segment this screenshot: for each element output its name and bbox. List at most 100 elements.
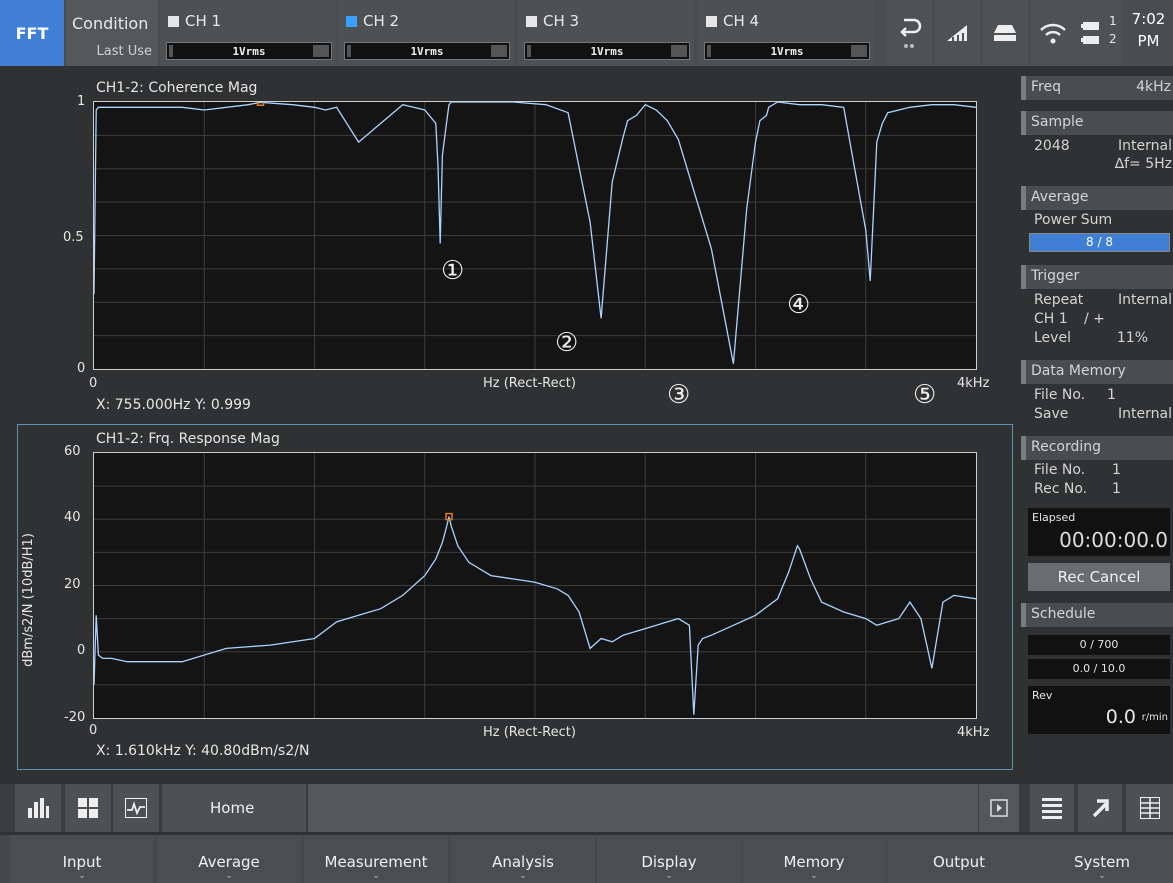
- rev-box: Rev 0.0 r/min: [1028, 686, 1170, 734]
- ch3-label: CH 3: [543, 12, 580, 30]
- datamem-save-row: Save Internal: [1034, 406, 1172, 422]
- waveform-icon[interactable]: [113, 784, 159, 832]
- battery-2-label: 2: [1109, 32, 1117, 46]
- table-icon[interactable]: [1126, 784, 1173, 832]
- play-icon[interactable]: [979, 784, 1019, 832]
- rec-cancel-button[interactable]: Rec Cancel: [1028, 563, 1170, 591]
- list-icon[interactable]: [1030, 784, 1074, 832]
- data-memory-label: Data Memory: [1031, 363, 1126, 379]
- average-section[interactable]: Average: [1021, 186, 1173, 210]
- schedule-label: Schedule: [1031, 606, 1096, 622]
- ch1-label: CH 1: [185, 12, 222, 30]
- trigger-level-label: Level: [1034, 330, 1071, 346]
- channel-ch1[interactable]: CH 1 1Vrms: [160, 0, 336, 66]
- plot1-ytick: 1: [77, 94, 86, 109]
- clock-ampm: PM: [1137, 32, 1160, 50]
- bar-chart-icon[interactable]: [15, 784, 61, 832]
- channel-ch2[interactable]: CH 2 1Vrms: [338, 0, 514, 66]
- menu-display[interactable]: Display ⌄: [597, 835, 741, 883]
- ch2-label: CH 2: [363, 12, 400, 30]
- schedule-section[interactable]: Schedule: [1021, 603, 1173, 627]
- menu-output[interactable]: Output: [887, 835, 1031, 883]
- datamem-save-label: Save: [1034, 406, 1069, 422]
- channel-ch3[interactable]: CH 3 1Vrms: [518, 0, 694, 66]
- ch4-color-swatch: [706, 15, 717, 27]
- rev-unit: r/min: [1141, 712, 1168, 723]
- arrow-up-right-icon[interactable]: [1078, 784, 1122, 832]
- average-progress-text: 8 / 8: [1086, 235, 1113, 249]
- plot1-xtick-end: 4kHz: [957, 376, 990, 391]
- battery-1-label: 1: [1109, 14, 1117, 28]
- coherence-plot-svg: [94, 102, 977, 369]
- rec-file: 1: [1112, 462, 1121, 478]
- condition-button[interactable]: Condition Last Use: [66, 0, 158, 66]
- menu-average[interactable]: Average ⌄: [157, 835, 301, 883]
- coherence-plot[interactable]: [93, 101, 977, 370]
- sample-row: 2048 Internal: [1034, 138, 1172, 154]
- plot2-y-axis-label-box: dBm/s2/N (10dB/H1): [17, 512, 41, 712]
- schedule-time: 0.0 / 10.0: [1028, 659, 1170, 679]
- datamem-file-row: File No. 1: [1034, 387, 1172, 403]
- average-label: Average: [1031, 189, 1089, 205]
- menu-system[interactable]: System ⌄: [1031, 835, 1173, 883]
- rec-no-label: Rec No.: [1034, 481, 1088, 497]
- drive-icon[interactable]: [982, 0, 1028, 66]
- home-tab[interactable]: Home: [162, 784, 306, 832]
- plot1-cursor-readout: X: 755.000Hz Y: 0.999: [96, 397, 251, 413]
- trigger-mode-row: Repeat Internal: [1034, 292, 1172, 308]
- recording-section[interactable]: Recording: [1021, 436, 1173, 460]
- battery-icon: 1 2: [1076, 0, 1122, 66]
- channel-ch4[interactable]: CH 4 1Vrms: [698, 0, 874, 66]
- menu-analysis[interactable]: Analysis ⌄: [451, 835, 595, 883]
- plot1-ytick: 0: [77, 361, 86, 376]
- menu-measurement[interactable]: Measurement ⌄: [304, 835, 448, 883]
- grid-layout-icon[interactable]: [65, 784, 111, 832]
- freq-value: 4kHz: [1136, 79, 1171, 95]
- series-line: [94, 516, 977, 715]
- average-progress-bar: 8 / 8: [1029, 233, 1170, 252]
- trigger-slope: / +: [1084, 311, 1105, 327]
- cursor-marker[interactable]: [445, 512, 453, 521]
- wifi-icon: [1030, 0, 1076, 66]
- return-icon[interactable]: [886, 0, 932, 66]
- ch3-range: 1Vrms: [524, 42, 690, 60]
- plot2-xtick-end: 4kHz: [957, 725, 990, 740]
- menu-memory[interactable]: Memory ⌄: [742, 835, 886, 883]
- ch1-color-swatch: [168, 15, 179, 27]
- fft-mode-button[interactable]: FFT: [0, 0, 64, 66]
- trigger-level: 11%: [1116, 330, 1148, 346]
- freq-section[interactable]: Freq 4kHz: [1021, 76, 1173, 100]
- frequency-response-panel[interactable]: [17, 424, 1013, 770]
- marker-2: ②: [555, 328, 579, 358]
- plot2-y-axis-label: dBm/s2/N (10dB/H1): [21, 533, 36, 667]
- rec-file-row: File No. 1: [1034, 462, 1172, 478]
- average-progress-fill: [1030, 234, 1169, 251]
- menu-input[interactable]: Input ⌄: [10, 835, 154, 883]
- plot1-ytick: 0.5: [63, 230, 84, 245]
- sample-section[interactable]: Sample: [1021, 111, 1173, 135]
- trigger-source: Internal: [1118, 292, 1172, 308]
- sample-df: ∆f= 5Hz: [1114, 156, 1172, 172]
- plot2-x-axis-label: Hz (Rect-Rect): [483, 725, 576, 740]
- plot1-x-axis-label: Hz (Rect-Rect): [483, 376, 576, 391]
- rec-no-row: Rec No. 1: [1034, 481, 1172, 497]
- plot2-ytick: 20: [64, 577, 81, 592]
- ch2-color-swatch: [346, 15, 357, 27]
- frequency-response-plot[interactable]: [93, 452, 977, 719]
- clock: 7:02 PM: [1124, 0, 1173, 66]
- condition-sub: Last Use: [96, 44, 153, 59]
- plot2-ytick: -20: [64, 710, 86, 725]
- schedule-count: 0 / 700: [1028, 635, 1170, 655]
- trigger-mode: Repeat: [1034, 292, 1084, 308]
- ch4-label: CH 4: [723, 12, 760, 30]
- plot2-ytick: 60: [64, 444, 81, 459]
- cursor-marker[interactable]: [256, 102, 265, 107]
- plot1-title: CH1-2: Coherence Mag: [96, 80, 258, 96]
- trigger-section[interactable]: Trigger: [1021, 265, 1173, 289]
- ch2-range: 1Vrms: [344, 42, 510, 60]
- rec-no: 1: [1112, 481, 1121, 497]
- data-memory-section[interactable]: Data Memory: [1021, 360, 1173, 384]
- clock-time: 7:02: [1131, 10, 1166, 28]
- ruler-icon[interactable]: [934, 0, 980, 66]
- datamem-save: Internal: [1118, 406, 1172, 422]
